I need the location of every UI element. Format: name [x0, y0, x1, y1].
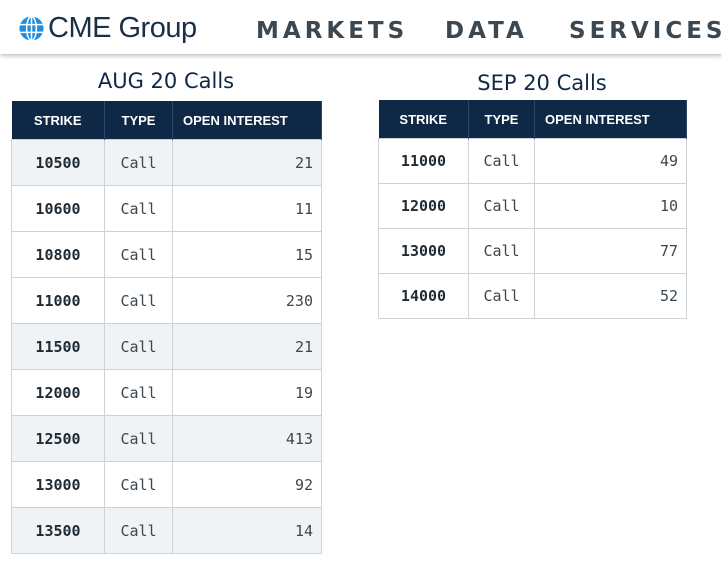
column-header-type[interactable]: TYPE — [104, 101, 173, 140]
strike-cell: 13500 — [11, 507, 105, 554]
table-row: 10600 Call 11 — [11, 185, 322, 232]
type-cell: Call — [104, 231, 173, 278]
nav-markets[interactable]: MARKETS — [256, 18, 409, 44]
type-cell: Call — [104, 139, 173, 186]
table-row: 12500 Call 413 — [11, 415, 322, 462]
strike-cell: 11500 — [11, 323, 105, 370]
strike-cell: 11000 — [11, 277, 105, 324]
sep-calls-table: STRIKE TYPE OPEN INTEREST 11000 Call 49 … — [378, 100, 687, 319]
open-interest-cell: 52 — [534, 273, 687, 319]
strike-cell: 12500 — [11, 415, 105, 462]
type-cell: Call — [104, 369, 173, 416]
table-header-row: STRIKE TYPE OPEN INTEREST — [11, 101, 322, 140]
table-row: 13000 Call 77 — [378, 228, 687, 274]
open-interest-cell: 11 — [172, 185, 322, 232]
open-interest-cell: 49 — [534, 138, 687, 184]
type-cell: Call — [104, 323, 173, 370]
open-interest-cell: 15 — [172, 231, 322, 278]
column-header-strike[interactable]: STRIKE — [11, 101, 105, 140]
sep-calls-title: SEP 20 Calls — [477, 71, 607, 95]
table-row: 11000 Call 230 — [11, 277, 322, 324]
type-cell: Call — [104, 277, 173, 324]
type-cell: Call — [468, 273, 535, 319]
open-interest-cell: 413 — [172, 415, 322, 462]
top-navigation-bar: CME Group MARKETS DATA SERVICES — [0, 0, 722, 54]
type-cell: Call — [468, 138, 535, 184]
table-row: 13500 Call 14 — [11, 507, 322, 554]
type-cell: Call — [104, 415, 173, 462]
strike-cell: 13000 — [378, 228, 469, 274]
column-header-open-interest[interactable]: OPEN INTEREST — [172, 101, 322, 140]
open-interest-cell: 10 — [534, 183, 687, 229]
aug-calls-table: STRIKE TYPE OPEN INTEREST 10500 Call 21 … — [11, 101, 322, 554]
table-row: 14000 Call 52 — [378, 273, 687, 319]
strike-cell: 14000 — [378, 273, 469, 319]
open-interest-cell: 92 — [172, 461, 322, 508]
nav-data[interactable]: DATA — [445, 18, 528, 44]
strike-cell: 12000 — [378, 183, 469, 229]
table-row: 13000 Call 92 — [11, 461, 322, 508]
table-row: 12000 Call 10 — [378, 183, 687, 229]
strike-cell: 12000 — [11, 369, 105, 416]
table-header-row: STRIKE TYPE OPEN INTEREST — [378, 100, 687, 139]
open-interest-cell: 21 — [172, 323, 322, 370]
strike-cell: 10500 — [11, 139, 105, 186]
table-row: 11000 Call 49 — [378, 138, 687, 184]
type-cell: Call — [104, 461, 173, 508]
open-interest-cell: 14 — [172, 507, 322, 554]
type-cell: Call — [468, 183, 535, 229]
open-interest-cell: 19 — [172, 369, 322, 416]
type-cell: Call — [104, 507, 173, 554]
table-row: 12000 Call 19 — [11, 369, 322, 416]
type-cell: Call — [104, 185, 173, 232]
strike-cell: 10800 — [11, 231, 105, 278]
type-cell: Call — [468, 228, 535, 274]
table-row: 10500 Call 21 — [11, 139, 322, 186]
aug-calls-title: AUG 20 Calls — [97, 69, 235, 93]
strike-cell: 13000 — [11, 461, 105, 508]
logo-text: CME Group — [48, 12, 197, 44]
strike-cell: 11000 — [378, 138, 469, 184]
globe-icon — [19, 15, 44, 41]
column-header-strike[interactable]: STRIKE — [378, 100, 469, 139]
table-row: 10800 Call 15 — [11, 231, 322, 278]
open-interest-cell: 21 — [172, 139, 322, 186]
table-row: 11500 Call 21 — [11, 323, 322, 370]
open-interest-cell: 230 — [172, 277, 322, 324]
cme-group-logo[interactable]: CME Group — [18, 13, 197, 43]
strike-cell: 10600 — [11, 185, 105, 232]
nav-services[interactable]: SERVICES — [569, 18, 722, 44]
open-interest-cell: 77 — [534, 228, 687, 274]
column-header-type[interactable]: TYPE — [468, 100, 535, 139]
column-header-open-interest[interactable]: OPEN INTEREST — [534, 100, 687, 139]
